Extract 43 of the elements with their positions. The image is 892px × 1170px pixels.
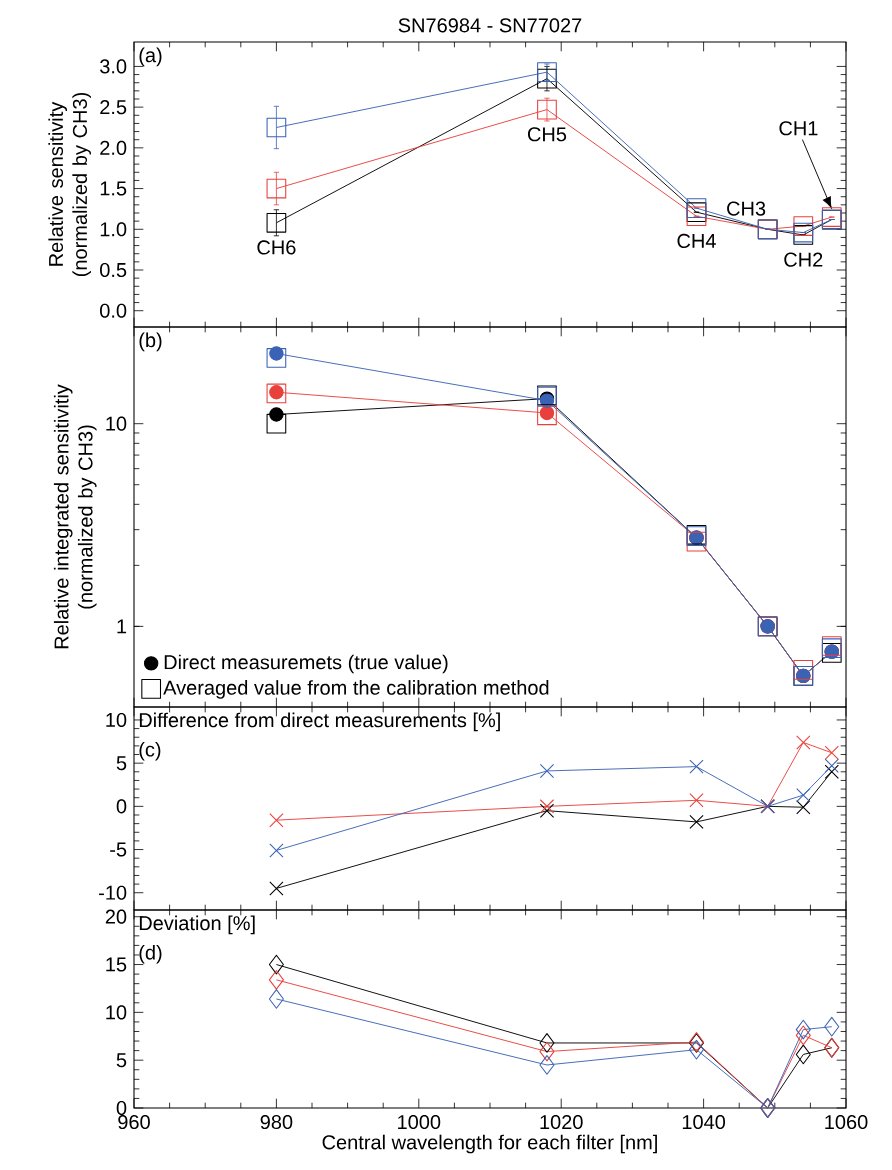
annotation: Difference from direct measurements [%] <box>139 712 500 732</box>
y-tick-label: -10 <box>99 885 127 900</box>
annotation: CH2 <box>784 252 823 267</box>
annotation: CH6 <box>257 240 296 255</box>
y-tick-label: 2.0 <box>100 140 127 155</box>
x-axis-title: Central wavelength for each filter [nm] <box>322 1134 657 1154</box>
y-tick-label: 5 <box>116 1053 127 1068</box>
y-tick-label: 0.5 <box>100 262 127 278</box>
y-tick-label: 15 <box>106 957 127 972</box>
y-tick-label: 3.0 <box>100 59 127 74</box>
annotation: (b) <box>139 332 162 352</box>
x-tick-label: 980 <box>260 1114 293 1130</box>
annotation: (a) <box>139 47 162 67</box>
y-tick-label: 10 <box>106 1005 127 1020</box>
annotation: (d) <box>139 944 162 964</box>
y-tick-label: 5 <box>116 756 127 771</box>
y-axis-title: Relative sensitivity (normalized by CH3) <box>48 92 91 277</box>
y-tick-label: 1 <box>117 619 127 634</box>
annotation: CH3 <box>727 201 766 216</box>
y-tick-label: 0.0 <box>100 303 127 318</box>
annotation: CH1 <box>779 121 818 136</box>
legend-label: Direct measuremets (true value) <box>164 654 448 674</box>
y-axis-title: Relative integrated sensitivitiy (normalized by CH3) <box>53 384 97 649</box>
y-tick-label: 10 <box>106 416 127 431</box>
y-tick-label: -5 <box>110 842 127 857</box>
x-tick-label: 960 <box>118 1114 150 1130</box>
y-tick-label: 10 <box>106 712 127 728</box>
x-tick-label: 1020 <box>540 1114 583 1130</box>
x-tick-label: 1000 <box>398 1114 441 1130</box>
y-tick-label: 2.5 <box>100 100 127 115</box>
chart-title: SN76984 - SN77027 <box>398 18 582 33</box>
y-tick-label: 1.5 <box>100 181 127 196</box>
annotation: Deviation [%] <box>139 915 255 935</box>
annotation: (c) <box>139 741 161 761</box>
legend-label: Averaged value from the calibration method <box>163 680 549 699</box>
annotation: CH4 <box>677 233 716 249</box>
y-tick-label: 20 <box>105 909 127 924</box>
annotation: CH5 <box>527 127 567 142</box>
y-tick-label: 0 <box>116 1100 127 1116</box>
x-tick-label: 1060 <box>825 1114 868 1130</box>
y-tick-label: 0 <box>116 799 127 814</box>
x-tick-label: 1040 <box>682 1114 726 1130</box>
y-tick-label: 1.0 <box>100 222 127 237</box>
